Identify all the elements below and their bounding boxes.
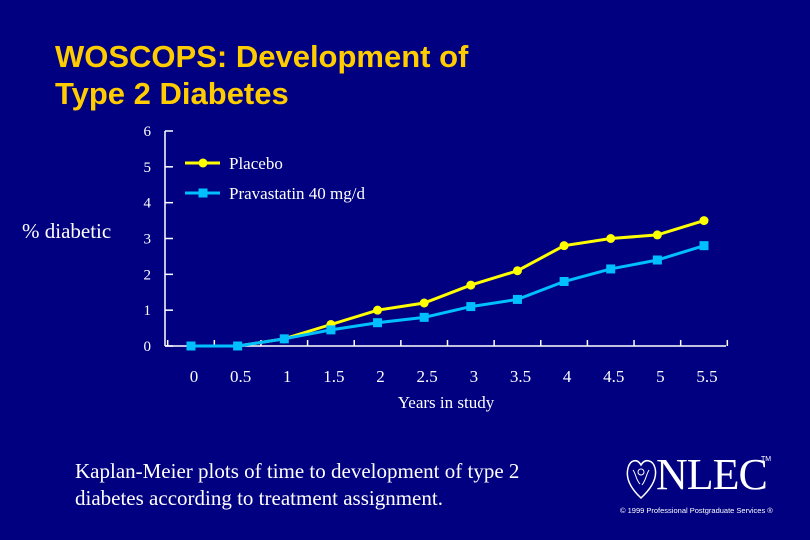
copyright-notice: © 1999 Professional Postgraduate Service…	[620, 506, 773, 515]
slide-title: WOSCOPS: Development of Type 2 Diabetes	[55, 38, 468, 112]
x-tick-label-4: 4	[563, 367, 572, 386]
legend-marker-1	[198, 188, 208, 198]
point-0-10	[652, 230, 662, 240]
y-tick-label-2: 2	[144, 267, 152, 283]
legend-label-0: Placebo	[229, 154, 283, 173]
y-tick-label-4: 4	[144, 196, 152, 212]
y-tick-label-1: 1	[144, 303, 152, 319]
slide-caption: Kaplan-Meier plots of time to developmen…	[75, 458, 615, 512]
x-tick-label-5.5: 5.5	[696, 367, 717, 386]
x-axis-title: Years in study	[398, 393, 495, 412]
point-1-7	[512, 294, 522, 304]
series-line-1	[191, 244, 705, 348]
x-tick-label-1: 1	[283, 367, 292, 386]
x-tick-label-1.5: 1.5	[323, 367, 344, 386]
x-tick-label-4.5: 4.5	[603, 367, 624, 386]
legend-marker-0	[198, 158, 208, 168]
legend-label-1: Pravastatin 40 mg/d	[229, 184, 365, 203]
point-0-5	[419, 298, 429, 308]
y-tick-label-6: 6	[144, 124, 152, 140]
point-1-1	[233, 341, 243, 351]
point-0-9	[606, 234, 616, 243]
caption-line1: Kaplan-Meier plots of time to developmen…	[75, 459, 520, 483]
point-1-10	[652, 255, 662, 265]
series-placebo	[186, 216, 709, 351]
x-tick-label-3: 3	[470, 367, 479, 386]
point-1-6	[466, 302, 476, 312]
x-tick-label-2: 2	[376, 367, 385, 386]
point-1-5	[419, 312, 429, 322]
x-tick-label-0: 0	[190, 367, 199, 386]
caption-line2: diabetes according to treatment assignme…	[75, 486, 443, 510]
chart-legend: Placebo Pravastatin 40 mg/d	[185, 154, 365, 203]
slide-title-line2: Type 2 Diabetes	[55, 76, 289, 111]
point-1-0	[186, 341, 196, 351]
nlec-logo: NLEC TM	[624, 452, 774, 502]
chart-series	[186, 216, 709, 351]
point-1-11	[699, 241, 709, 251]
point-1-2	[279, 334, 289, 344]
y-tick-label-0: 0	[144, 339, 152, 355]
x-tick-label-0.5: 0.5	[230, 367, 251, 386]
logo-trademark: TM	[761, 456, 772, 463]
slide-title-line1: WOSCOPS: Development of	[55, 39, 469, 74]
x-tick-label-5: 5	[656, 367, 665, 386]
point-1-3	[326, 325, 336, 335]
series-pravastatin	[186, 241, 709, 351]
y-tick-label-3: 3	[144, 232, 152, 248]
x-tick-label-3.5: 3.5	[510, 367, 531, 386]
diabetes-line-chart: 0 1 2 3 4 5 6 0 0.5 1 1.5 2 2.5 3 3.5 4 4.5 5 5.5 Years in …	[22, 124, 729, 412]
x-tick-label-2.5: 2.5	[417, 367, 438, 386]
point-0-6	[466, 280, 476, 290]
series-line-0	[191, 219, 705, 348]
point-0-11	[699, 216, 709, 226]
y-axis-title: % diabetic	[22, 219, 111, 243]
point-0-4	[373, 305, 383, 315]
point-1-4	[373, 318, 383, 328]
heart-emblem-icon	[626, 460, 657, 500]
logo-text: NLEC	[656, 450, 768, 499]
point-0-7	[512, 266, 522, 276]
point-1-8	[559, 277, 569, 286]
y-tick-label-5: 5	[144, 160, 152, 176]
point-1-9	[606, 264, 616, 274]
chart-axes: 0 1 2 3 4 5 6 0 0.5 1 1.5 2 2.5 3 3.5 4 4.5 5 5.5 Years in …	[22, 124, 729, 412]
point-0-8	[559, 241, 569, 251]
